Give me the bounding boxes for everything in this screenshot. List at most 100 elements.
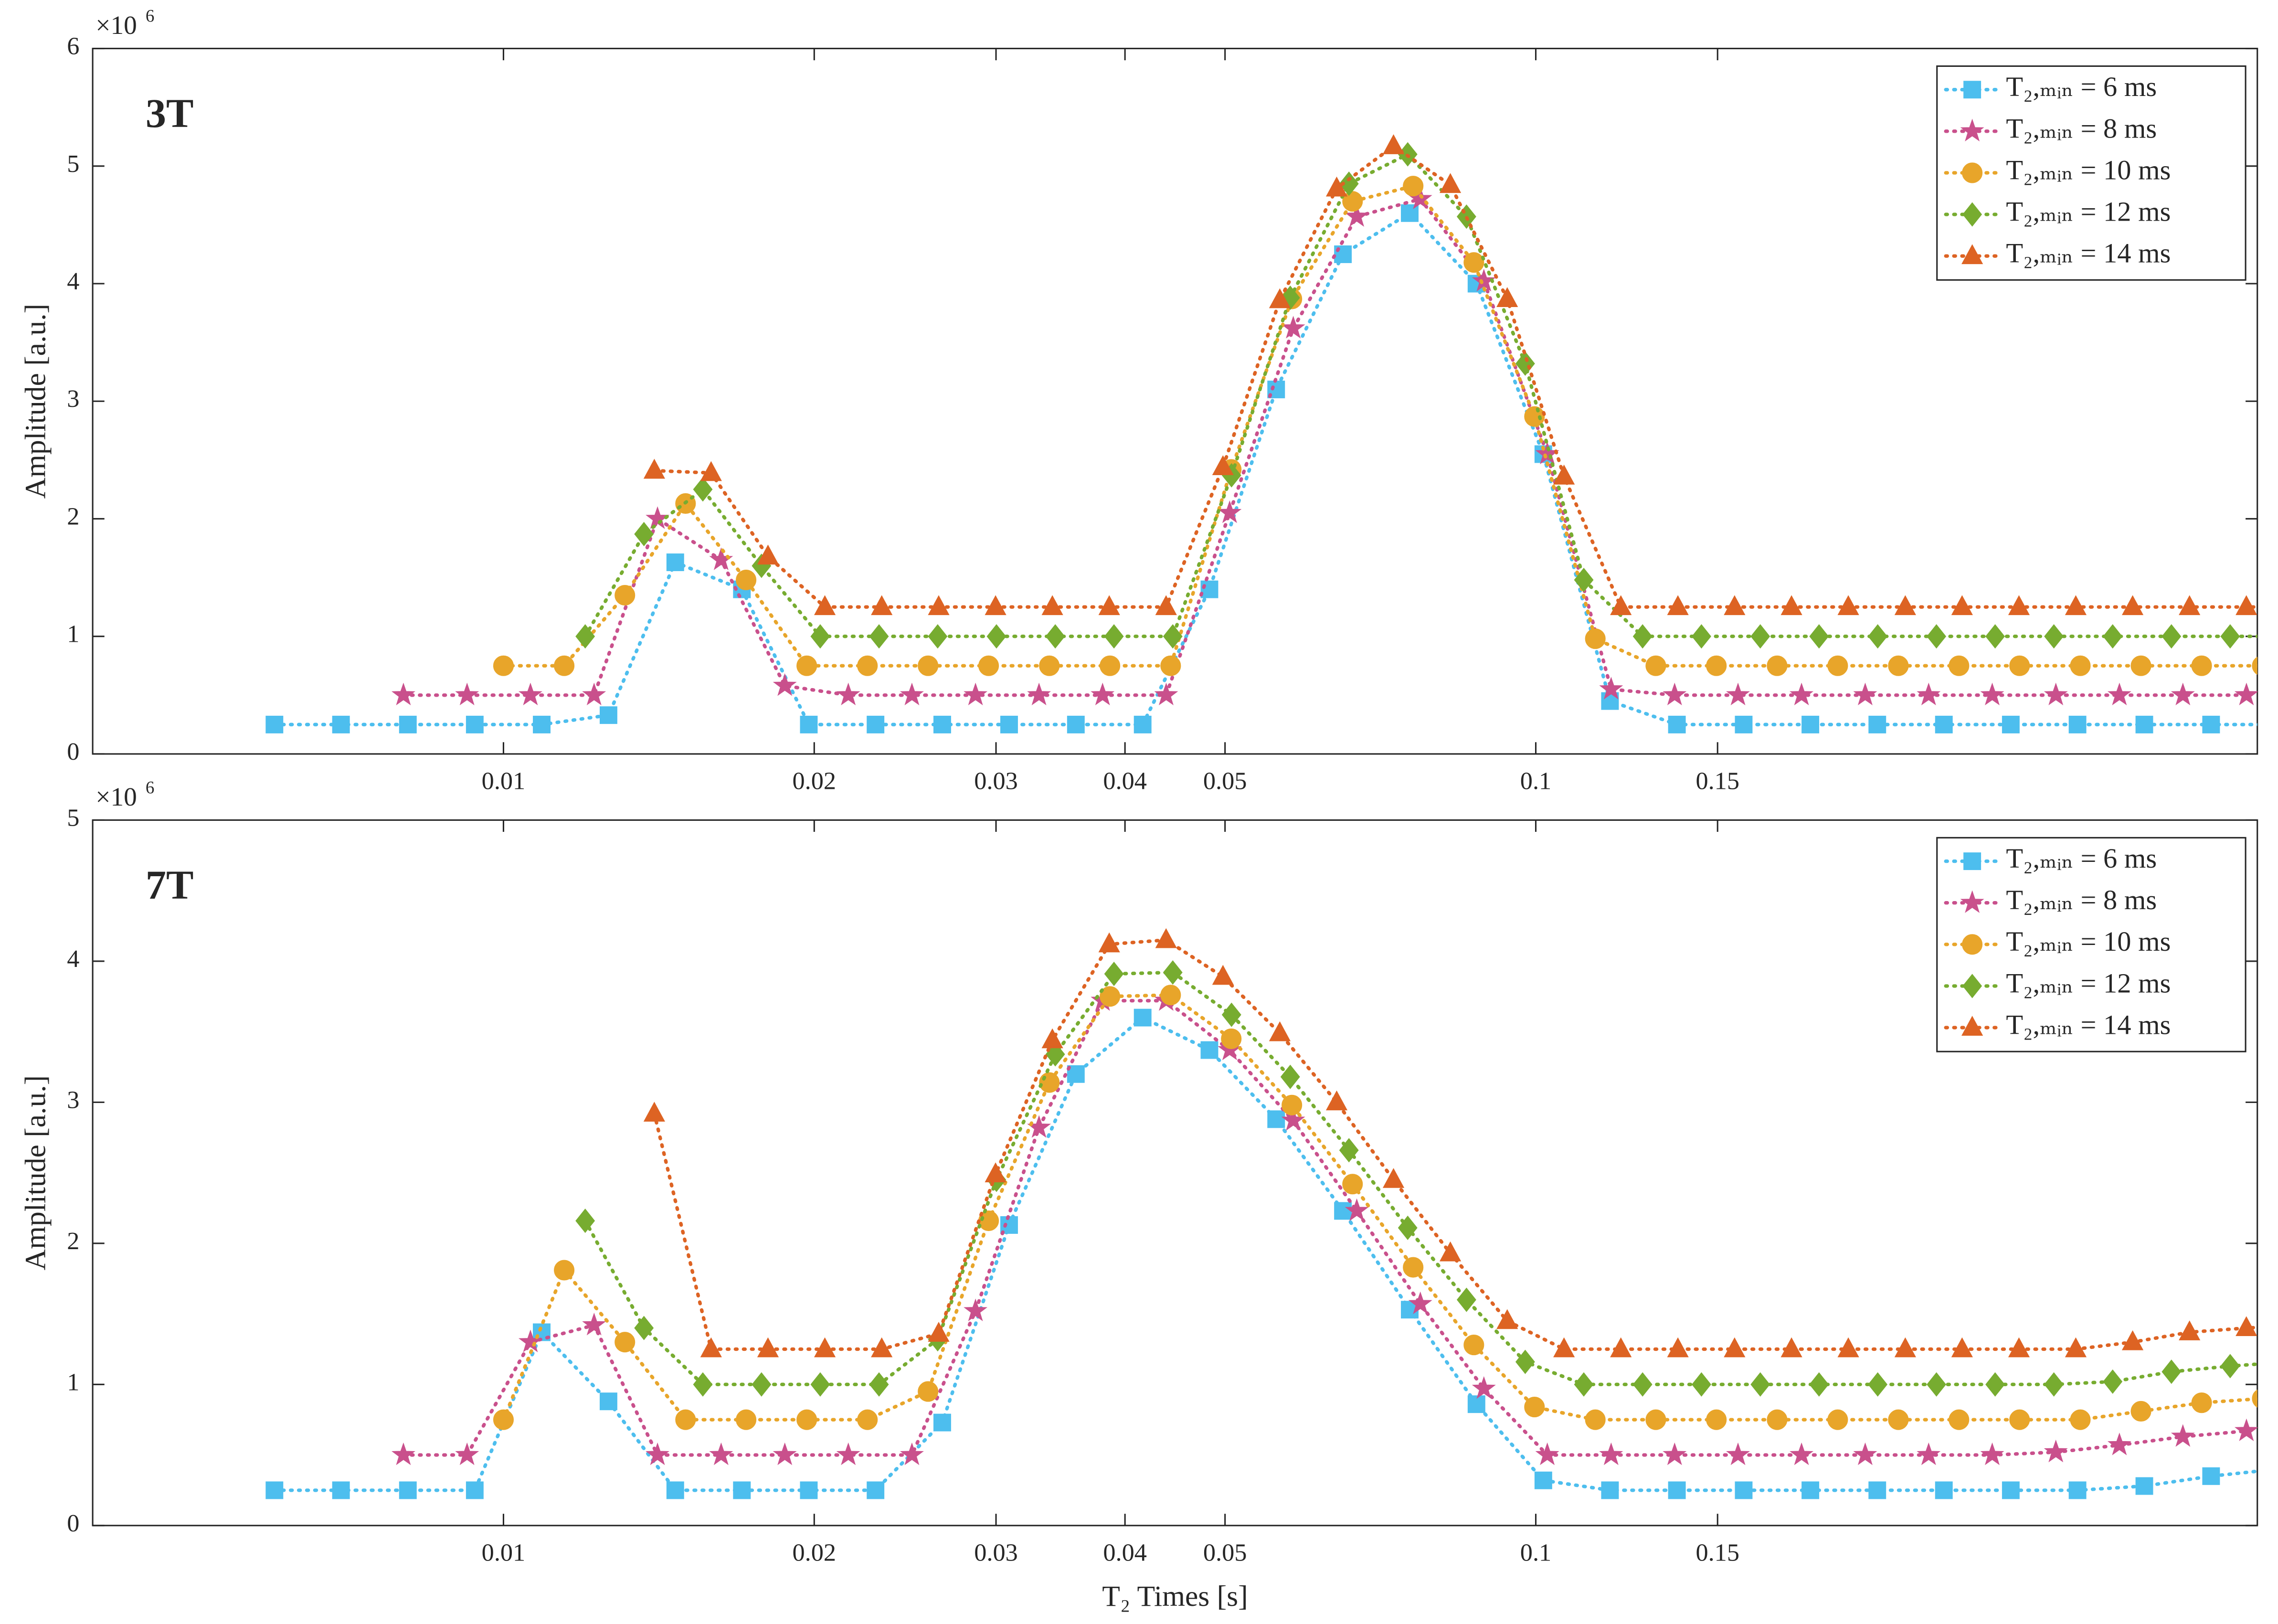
marker (1098, 932, 1120, 953)
marker (871, 1337, 893, 1358)
marker (1155, 595, 1177, 616)
marker (1960, 118, 1984, 142)
marker (2161, 624, 2182, 649)
marker (1100, 655, 1121, 676)
marker (1827, 1409, 1848, 1430)
marker (1281, 316, 1305, 339)
marker (1667, 595, 1689, 616)
x-tick-label: 0.05 (1203, 767, 1247, 795)
marker (1963, 852, 1981, 870)
marker (810, 1372, 830, 1397)
y-tick-label: 6 (67, 32, 79, 60)
legend-label: T₂,ₘᵢₙ = 8 ms (2006, 113, 2157, 144)
legend: T₂,ₘᵢₙ = 6 ms T₂,ₘᵢₙ = 8 ms T₂,ₘᵢₙ = 10 ms… (1936, 837, 2246, 1052)
marker (928, 595, 950, 616)
marker (1160, 985, 1181, 1006)
marker (1463, 1335, 1484, 1356)
marker (985, 1162, 1007, 1182)
legend-label: T₂,ₘᵢₙ = 12 ms (2006, 967, 2171, 998)
marker (1668, 715, 1686, 733)
marker (2234, 682, 2257, 706)
marker (1553, 1337, 1575, 1358)
marker (1632, 1372, 1653, 1397)
marker (2135, 1477, 2153, 1495)
marker (1888, 1409, 1909, 1430)
marker (582, 682, 606, 706)
marker (1456, 1287, 1476, 1312)
marker (2191, 655, 2212, 676)
marker (643, 458, 665, 479)
marker (1574, 567, 1594, 593)
marker (1888, 655, 1909, 676)
series-line (652, 938, 2257, 1351)
marker (646, 1442, 670, 1465)
plot-area (265, 134, 2278, 733)
marker (836, 682, 860, 706)
marker (1000, 715, 1018, 733)
marker (1645, 655, 1666, 676)
series-line (583, 970, 2257, 1387)
marker (733, 1481, 751, 1499)
plot-area (265, 928, 2257, 1499)
marker (1160, 655, 1181, 676)
marker (2270, 716, 2278, 732)
marker (900, 682, 924, 706)
y-tick-label: 2 (67, 1227, 79, 1255)
marker (1917, 682, 1941, 706)
marker (1767, 655, 1788, 676)
marker (1724, 595, 1746, 616)
marker (1961, 1016, 1983, 1036)
marker (1269, 1021, 1291, 1041)
x-tick-label: 0.15 (1695, 1539, 1739, 1566)
marker (2179, 1320, 2201, 1340)
series-line (402, 197, 2248, 697)
marker (1403, 1257, 1424, 1278)
marker (2220, 624, 2240, 649)
marker (1949, 655, 1970, 676)
series-line (652, 144, 2257, 609)
marker (554, 1260, 575, 1281)
marker (455, 682, 479, 706)
marker (1524, 1397, 1545, 1418)
marker (1610, 595, 1632, 616)
y-tick-label: 5 (67, 804, 79, 831)
marker (1837, 1337, 1859, 1358)
marker (599, 706, 617, 724)
marker (1962, 202, 1982, 227)
marker (1663, 682, 1687, 706)
marker (1200, 580, 1218, 598)
marker (2171, 1424, 2195, 1447)
marker (2252, 657, 2257, 675)
marker (1091, 682, 1115, 706)
marker (1585, 628, 1606, 649)
marker (1601, 1481, 1619, 1499)
panel: 0 1 2 3 4 5 0.01 0.02 0.03 0.04 0.05 0.1 0.15 ×10 6 Amp… (19, 777, 2258, 1613)
y-exponent: 6 (146, 777, 154, 797)
y-tick-label: 4 (67, 267, 79, 295)
legend-label: T₂,ₘᵢₙ = 6 ms (2006, 71, 2157, 102)
marker (796, 1409, 817, 1430)
marker (2161, 1359, 2182, 1384)
marker (666, 1481, 684, 1499)
marker (391, 682, 415, 706)
y-tick-label: 3 (67, 1086, 79, 1114)
marker (518, 682, 542, 706)
marker (693, 477, 713, 502)
marker (1280, 1064, 1300, 1089)
marker (493, 655, 514, 676)
marker (814, 595, 836, 616)
legend-label: T₂,ₘᵢₙ = 10 ms (2006, 926, 2171, 957)
marker (1098, 595, 1120, 616)
marker (1100, 986, 1121, 1007)
marker (1282, 1094, 1303, 1115)
marker (1104, 961, 1124, 987)
marker (2070, 655, 2091, 676)
marker (2236, 595, 2257, 616)
marker (2252, 1389, 2257, 1408)
marker (800, 1481, 818, 1499)
marker (1980, 1442, 2004, 1465)
marker (1706, 655, 1727, 676)
marker (1960, 890, 1984, 913)
